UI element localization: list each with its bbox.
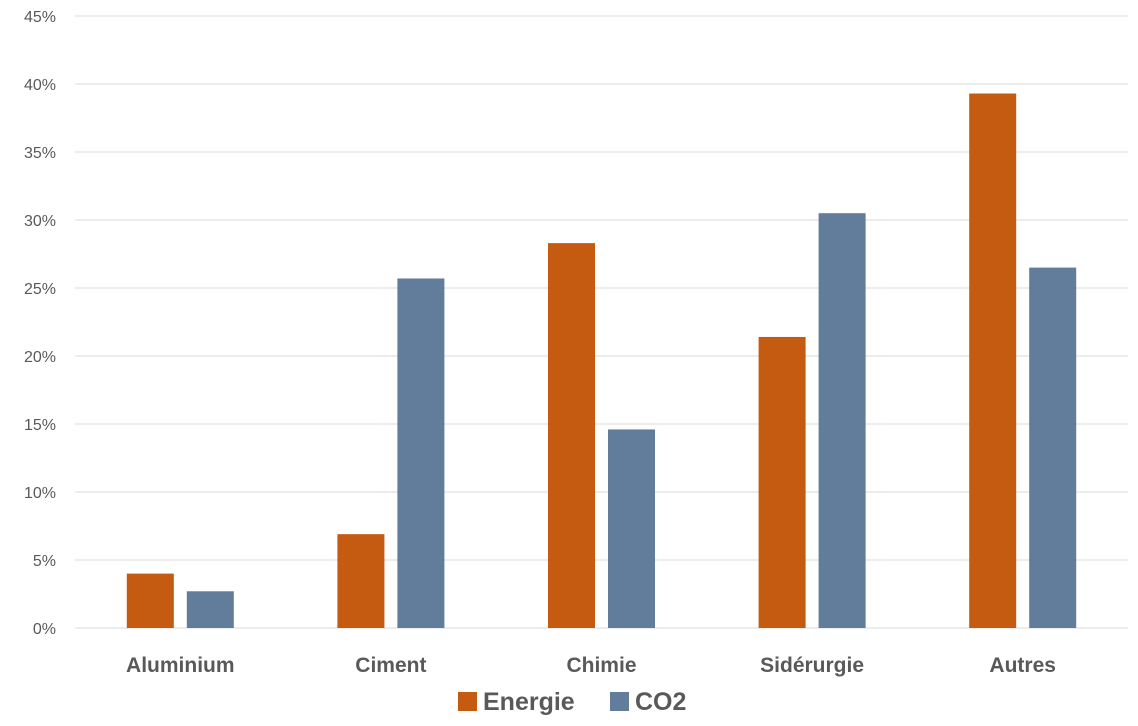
legend-swatch-energie xyxy=(458,692,477,711)
y-tick-label: 15% xyxy=(24,417,56,434)
gridlines xyxy=(75,15,1128,629)
x-category-label: Chimie xyxy=(566,654,636,677)
y-tick-label: 40% xyxy=(24,77,56,94)
bar-co2-sidérurgie xyxy=(818,213,866,628)
y-tick-label: 35% xyxy=(24,145,56,162)
x-category-label: Sidérurgie xyxy=(760,654,864,677)
x-category-label: Autres xyxy=(989,654,1056,677)
y-tick-label: 0% xyxy=(33,621,56,638)
bar-co2-chimie xyxy=(608,429,655,628)
bars xyxy=(126,93,1077,628)
bar-energie-chimie xyxy=(548,243,595,628)
legend-label-co2: CO2 xyxy=(635,688,686,716)
y-tick-label: 30% xyxy=(24,213,56,230)
legend-swatch-co2 xyxy=(610,692,629,711)
legend: Energie CO2 xyxy=(458,688,686,716)
bar-co2-aluminium xyxy=(186,591,234,628)
y-tick-label: 25% xyxy=(24,281,56,298)
legend-label-energie: Energie xyxy=(483,688,575,716)
bar-co2-autres xyxy=(1029,267,1077,628)
bar-energie-ciment xyxy=(337,534,385,628)
y-tick-label: 5% xyxy=(33,553,56,570)
x-category-label: Ciment xyxy=(355,654,426,677)
x-axis-category-labels: Aluminium Ciment Chimie Sidérurgie Autres xyxy=(126,654,1056,677)
bar-energie-sidérurgie xyxy=(758,336,806,628)
x-category-label: Aluminium xyxy=(126,654,235,677)
y-tick-label: 20% xyxy=(24,349,56,366)
bar-energie-autres xyxy=(969,93,1017,628)
y-tick-label: 10% xyxy=(24,485,56,502)
y-tick-label: 45% xyxy=(24,9,56,26)
bar-co2-ciment xyxy=(397,278,445,628)
bar-energie-aluminium xyxy=(126,573,174,628)
y-axis-tick-labels: 0% 5% 10% 15% 20% 25% 30% 35% 40% 45% xyxy=(24,9,56,638)
